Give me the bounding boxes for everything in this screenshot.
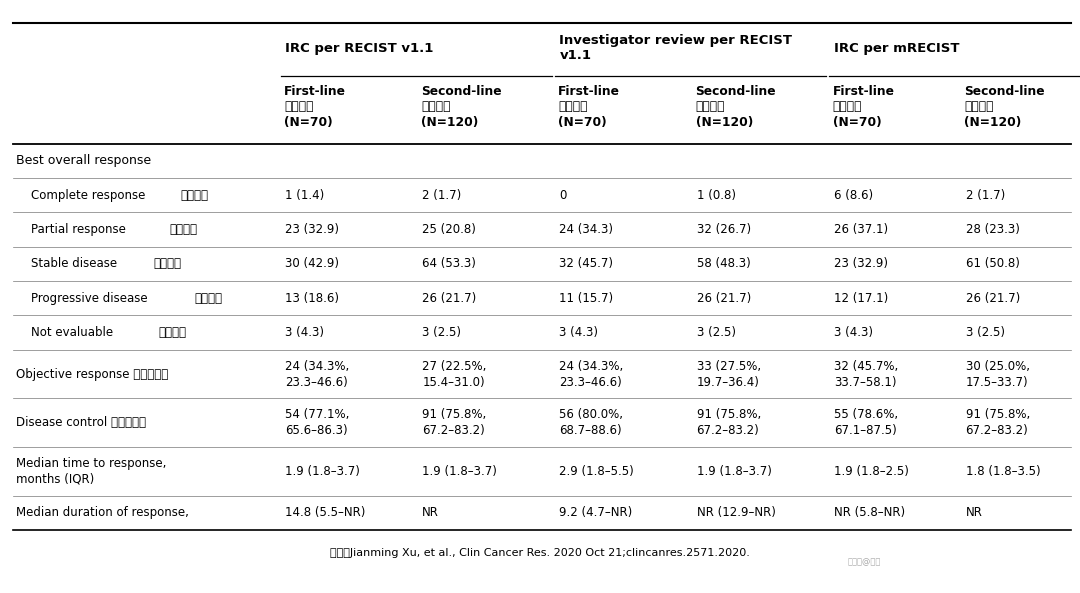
- Text: Partial response: Partial response: [16, 223, 126, 236]
- Text: Second-line
二线治疗
(Ν=120): Second-line 二线治疗 (Ν=120): [964, 85, 1045, 129]
- Text: 91 (75.8%,
67.2–83.2): 91 (75.8%, 67.2–83.2): [697, 409, 760, 437]
- Text: 病情进展: 病情进展: [194, 292, 222, 305]
- Text: NR: NR: [966, 506, 983, 519]
- Text: 26 (21.7): 26 (21.7): [697, 292, 751, 305]
- Text: 26 (21.7): 26 (21.7): [966, 292, 1020, 305]
- Text: Second-line
二线治疗
(Ν=120): Second-line 二线治疗 (Ν=120): [421, 85, 502, 129]
- Text: Median time to response,
months (IQR): Median time to response, months (IQR): [16, 457, 166, 486]
- Text: 32 (45.7): 32 (45.7): [559, 257, 613, 270]
- Text: 1.9 (1.8–2.5): 1.9 (1.8–2.5): [834, 465, 908, 478]
- Text: 3 (4.3): 3 (4.3): [285, 326, 324, 339]
- Text: 55 (78.6%,
67.1–87.5): 55 (78.6%, 67.1–87.5): [834, 409, 897, 437]
- Text: 1 (1.4): 1 (1.4): [285, 189, 324, 202]
- Text: 26 (21.7): 26 (21.7): [422, 292, 476, 305]
- Text: Disease control 疾病控制率: Disease control 疾病控制率: [16, 416, 146, 429]
- Text: 不可评估: 不可评估: [159, 326, 187, 339]
- Text: 3 (4.3): 3 (4.3): [834, 326, 873, 339]
- Text: 部分缓解: 部分缓解: [170, 223, 198, 236]
- Text: 2 (1.7): 2 (1.7): [966, 189, 1004, 202]
- Text: Not evaluable: Not evaluable: [16, 326, 113, 339]
- Text: NR: NR: [422, 506, 440, 519]
- Text: NR (5.8–NR): NR (5.8–NR): [834, 506, 905, 519]
- Text: 湖州号@居度: 湖州号@居度: [848, 557, 880, 566]
- Text: 24 (34.3%,
23.3–46.6): 24 (34.3%, 23.3–46.6): [559, 360, 623, 388]
- Text: 33 (27.5%,
19.7–36.4): 33 (27.5%, 19.7–36.4): [697, 360, 760, 388]
- Text: 91 (75.8%,
67.2–83.2): 91 (75.8%, 67.2–83.2): [966, 409, 1029, 437]
- Text: 64 (53.3): 64 (53.3): [422, 257, 476, 270]
- Text: 6 (8.6): 6 (8.6): [834, 189, 873, 202]
- Text: Objective response 治疗应答率: Objective response 治疗应答率: [16, 368, 168, 381]
- Text: NR (12.9–NR): NR (12.9–NR): [697, 506, 775, 519]
- Text: 54 (77.1%,
65.6–86.3): 54 (77.1%, 65.6–86.3): [285, 409, 350, 437]
- Text: 14.8 (5.5–NR): 14.8 (5.5–NR): [285, 506, 365, 519]
- Text: 12 (17.1): 12 (17.1): [834, 292, 888, 305]
- Text: First-line
一线治疗
(Ν=70): First-line 一线治疗 (Ν=70): [284, 85, 346, 129]
- Text: 来源：Jianming Xu, et al., Clin Cancer Res. 2020 Oct 21;clincanres.2571.2020.: 来源：Jianming Xu, et al., Clin Cancer Res.…: [330, 548, 750, 557]
- Text: 32 (45.7%,
33.7–58.1): 32 (45.7%, 33.7–58.1): [834, 360, 897, 388]
- Text: 1 (0.8): 1 (0.8): [697, 189, 735, 202]
- Text: First-line
一线治疗
(Ν=70): First-line 一线治疗 (Ν=70): [558, 85, 620, 129]
- Text: 28 (23.3): 28 (23.3): [966, 223, 1020, 236]
- Text: 23 (32.9): 23 (32.9): [285, 223, 339, 236]
- Text: 1.8 (1.8–3.5): 1.8 (1.8–3.5): [966, 465, 1040, 478]
- Text: IRC per RECIST v1.1: IRC per RECIST v1.1: [285, 42, 433, 55]
- Text: Median duration of response,: Median duration of response,: [16, 506, 189, 519]
- Text: 2.9 (1.8–5.5): 2.9 (1.8–5.5): [559, 465, 634, 478]
- Text: 1.9 (1.8–3.7): 1.9 (1.8–3.7): [697, 465, 771, 478]
- Text: Investigator review per RECIST
v1.1: Investigator review per RECIST v1.1: [559, 34, 793, 62]
- Text: 91 (75.8%,
67.2–83.2): 91 (75.8%, 67.2–83.2): [422, 409, 486, 437]
- Text: 13 (18.6): 13 (18.6): [285, 292, 339, 305]
- Text: 26 (37.1): 26 (37.1): [834, 223, 888, 236]
- Text: Best overall response: Best overall response: [16, 154, 151, 167]
- Text: 61 (50.8): 61 (50.8): [966, 257, 1020, 270]
- Text: 病情稳定: 病情稳定: [153, 257, 181, 270]
- Text: 0: 0: [559, 189, 567, 202]
- Text: IRC per mRECIST: IRC per mRECIST: [834, 42, 959, 55]
- Text: 完全缓解: 完全缓解: [180, 189, 208, 202]
- Text: 23 (32.9): 23 (32.9): [834, 257, 888, 270]
- Text: 9.2 (4.7–NR): 9.2 (4.7–NR): [559, 506, 633, 519]
- Text: 3 (2.5): 3 (2.5): [697, 326, 735, 339]
- Text: Second-line
二线治疗
(Ν=120): Second-line 二线治疗 (Ν=120): [696, 85, 777, 129]
- Text: Stable disease: Stable disease: [16, 257, 118, 270]
- Text: 58 (48.3): 58 (48.3): [697, 257, 751, 270]
- Text: 3 (2.5): 3 (2.5): [422, 326, 461, 339]
- Text: 24 (34.3): 24 (34.3): [559, 223, 613, 236]
- Text: 3 (4.3): 3 (4.3): [559, 326, 598, 339]
- Text: 11 (15.7): 11 (15.7): [559, 292, 613, 305]
- Text: 1.9 (1.8–3.7): 1.9 (1.8–3.7): [422, 465, 497, 478]
- Text: 32 (26.7): 32 (26.7): [697, 223, 751, 236]
- Text: 30 (42.9): 30 (42.9): [285, 257, 339, 270]
- Text: Complete response: Complete response: [16, 189, 146, 202]
- Text: 1.9 (1.8–3.7): 1.9 (1.8–3.7): [285, 465, 360, 478]
- Text: Progressive disease: Progressive disease: [16, 292, 148, 305]
- Text: 3 (2.5): 3 (2.5): [966, 326, 1004, 339]
- Text: First-line
一线治疗
(Ν=70): First-line 一线治疗 (Ν=70): [833, 85, 894, 129]
- Text: 56 (80.0%,
68.7–88.6): 56 (80.0%, 68.7–88.6): [559, 409, 623, 437]
- Text: 2 (1.7): 2 (1.7): [422, 189, 461, 202]
- Text: 24 (34.3%,
23.3–46.6): 24 (34.3%, 23.3–46.6): [285, 360, 349, 388]
- Text: 27 (22.5%,
15.4–31.0): 27 (22.5%, 15.4–31.0): [422, 360, 487, 388]
- Text: 30 (25.0%,
17.5–33.7): 30 (25.0%, 17.5–33.7): [966, 360, 1029, 388]
- Text: 25 (20.8): 25 (20.8): [422, 223, 476, 236]
